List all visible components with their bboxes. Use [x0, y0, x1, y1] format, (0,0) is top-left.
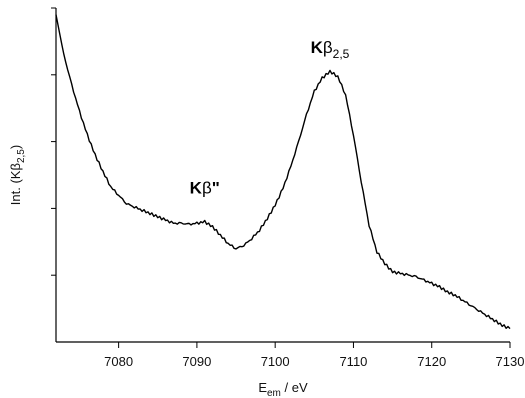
x-tick-label: 7100	[261, 354, 290, 369]
x-tick-label: 7130	[496, 354, 525, 369]
y-axis-label-subscript: 2,5	[16, 149, 27, 163]
annotation-main: K	[190, 178, 203, 197]
x-tick-label: 7120	[417, 354, 446, 369]
y-axis-label: Int. (Kβ2,5)	[8, 145, 27, 205]
series-line	[55, 14, 511, 330]
annotation-greek: β	[202, 178, 212, 197]
y-axis-ticks	[51, 7, 56, 276]
y-axis-label-main: Int. (K	[8, 170, 23, 205]
x-axis-label-subscript: em	[267, 388, 281, 398]
x-axis-label-unit: / eV	[281, 380, 308, 395]
annotation-main: K	[311, 38, 324, 57]
y-axis-title: Int. (Kβ2,5)	[8, 145, 27, 205]
y-axis-label-close: )	[8, 145, 23, 149]
x-tick-label: 7090	[182, 354, 211, 369]
series-lines	[55, 14, 511, 330]
annotation-suffix: "	[212, 178, 220, 197]
annotation-greek: β	[323, 38, 333, 57]
y-axis-label-greek: β	[8, 163, 23, 170]
annotation-subscript: 2,5	[333, 47, 350, 61]
plot-frame	[55, 8, 510, 343]
x-axis-title: Eem / eV	[258, 380, 308, 398]
x-axis-label-main: E	[258, 380, 267, 395]
peak-annotation: Kβ2,5	[311, 38, 350, 61]
peak-annotation: Kβ"	[190, 178, 220, 197]
x-axis-label: Eem / eV	[258, 380, 308, 398]
x-tick-label: 7110	[339, 354, 367, 369]
x-axis-ticks: 7080 7090 7100 7110 7120 7130	[104, 342, 524, 369]
x-tick-label: 7080	[104, 354, 133, 369]
annotations: Kβ"Kβ2,5	[190, 38, 350, 197]
